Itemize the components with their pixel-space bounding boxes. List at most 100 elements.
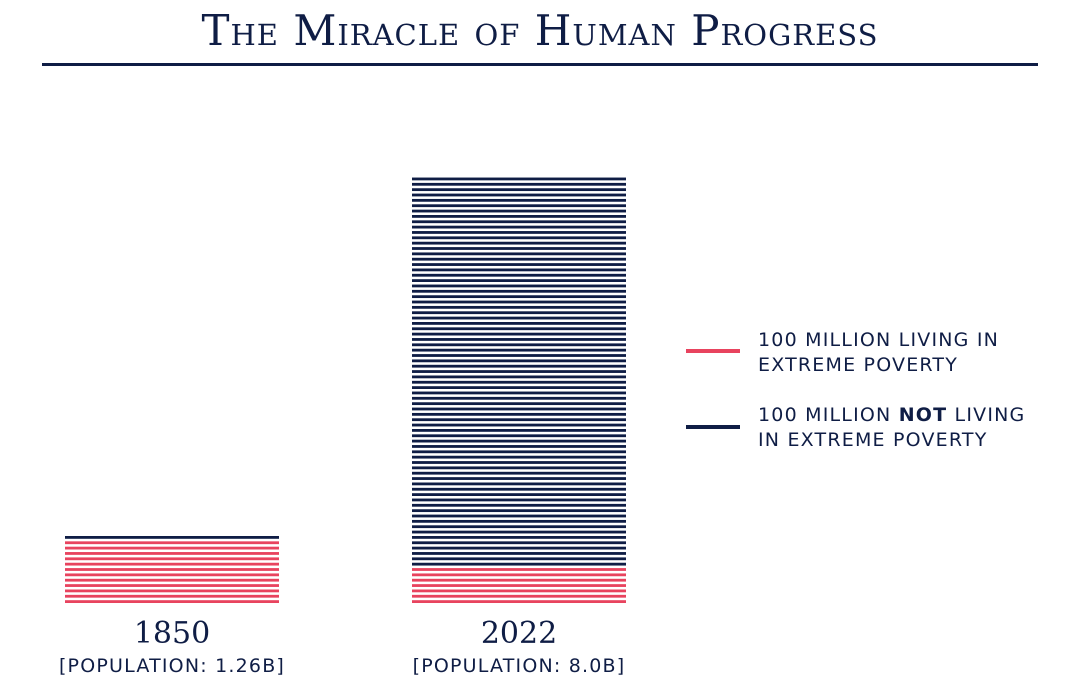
- bar-line-2022-series1-72: [412, 177, 626, 181]
- bar-line-2022-series1-28: [412, 412, 626, 416]
- bar-line-2022-series1-37: [412, 364, 626, 368]
- bar-line-1850-series0-9: [65, 552, 279, 555]
- bar-line-1850-series0-8: [65, 557, 279, 561]
- bar-line-2022-series1-18: [412, 466, 626, 470]
- bar-line-2022-series1-8: [412, 519, 626, 523]
- bar-line-2022-series1-46: [412, 316, 626, 320]
- bar-line-2022-series1-55: [412, 268, 626, 272]
- bar-line-2022-series1-51: [412, 289, 626, 293]
- bar-line-2022-series0-2: [412, 589, 626, 593]
- bar-line-2022-series1-4: [412, 541, 626, 545]
- bar-line-2022-series1-49: [412, 300, 626, 304]
- legend-swatch-poverty: [686, 349, 740, 353]
- bar-line-2022-series1-24: [412, 434, 626, 438]
- bar-line-2022-series1-29: [412, 407, 626, 411]
- bar-line-2022-series0-0: [412, 600, 626, 603]
- bar-line-2022-series1-34: [412, 380, 626, 384]
- bar-line-2022-series1-52: [412, 284, 626, 288]
- bar-line-1850-series0-11: [65, 541, 279, 545]
- bar-line-2022-series1-33: [412, 386, 626, 389]
- bar-line-2022-series1-41: [412, 343, 626, 347]
- legend-label-poverty-line1: 100 MILLION LIVING IN: [758, 329, 1000, 351]
- bar-line-2022-series1-0: [412, 562, 626, 566]
- bar-line-2022-series1-44: [412, 327, 626, 331]
- bar-line-2022-series1-62: [412, 231, 626, 234]
- legend-label-not-poverty-line1: 100 MILLION NOT LIVING: [758, 404, 1026, 426]
- category-population-1850: [POPULATION: 1.26B]: [58, 655, 286, 677]
- category-year-2022: 2022: [480, 616, 558, 651]
- bar-line-1850-series0-1: [65, 594, 279, 598]
- bar-line-2022-series1-45: [412, 322, 626, 325]
- bar-line-2022-series1-58: [412, 252, 626, 256]
- bar-line-2022-series0-4: [412, 578, 626, 582]
- bar-line-2022-series1-36: [412, 370, 626, 373]
- bar-line-1850-series0-2: [65, 589, 279, 593]
- bar-line-2022-series1-11: [412, 503, 626, 507]
- bar-line-2022-series1-60: [412, 241, 626, 245]
- category-1850: 1850 [POPULATION: 1.26B]: [22, 616, 322, 677]
- bar-line-2022-series1-30: [412, 402, 626, 406]
- bar-line-2022-series1-57: [412, 257, 626, 261]
- bar-line-2022-series1-20: [412, 455, 626, 459]
- bar-line-2022-series1-5: [412, 536, 626, 539]
- bar-line-2022-series1-1: [412, 557, 626, 561]
- bar-line-2022-series1-63: [412, 225, 626, 229]
- bar-line-2022-series1-13: [412, 493, 626, 496]
- bar-line-2022-series1-15: [412, 482, 626, 486]
- bar-line-1850-series0-10: [65, 546, 279, 550]
- bar-line-2022-series1-27: [412, 418, 626, 422]
- bar-line-2022-series1-67: [412, 204, 626, 208]
- bar-line-2022-series1-16: [412, 477, 626, 480]
- bar-line-2022-series1-12: [412, 498, 626, 502]
- bar-line-2022-series1-50: [412, 295, 626, 299]
- category-population-2022: [POPULATION: 8.0B]: [412, 655, 626, 677]
- bar-line-2022-series1-31: [412, 396, 626, 400]
- bar-line-2022-series1-61: [412, 236, 626, 240]
- bar-line-1850-series0-7: [65, 562, 279, 566]
- bar-line-1850-series0-0: [65, 600, 279, 603]
- bar-line-1850-series1-0: [65, 536, 279, 539]
- bar-line-2022-series0-1: [412, 594, 626, 598]
- bar-line-2022-series1-21: [412, 450, 626, 454]
- bar-line-2022-series1-64: [412, 220, 626, 224]
- bar-line-2022-series1-71: [412, 182, 626, 186]
- bar-line-2022-series1-17: [412, 471, 626, 475]
- bar-line-2022-series1-9: [412, 514, 626, 518]
- category-2022: 2022 [POPULATION: 8.0B]: [369, 616, 669, 677]
- bar-line-1850-series0-5: [65, 573, 279, 577]
- bar-line-2022-series1-68: [412, 198, 626, 202]
- bar-line-2022-series0-3: [412, 584, 626, 587]
- bar-line-2022-series1-32: [412, 391, 626, 395]
- category-year-1850: 1850: [133, 616, 211, 651]
- bar-line-2022-series1-39: [412, 354, 626, 357]
- legend-label-not-poverty-line2: IN EXTREME POVERTY: [758, 429, 988, 451]
- bar-line-2022-series1-38: [412, 359, 626, 363]
- title-underline: [42, 63, 1038, 66]
- bar-line-2022-series1-66: [412, 209, 626, 213]
- bar-line-2022-series1-48: [412, 305, 626, 309]
- chart-title: The Miracle of Human Progress: [201, 6, 879, 55]
- bar-line-2022-series1-65: [412, 215, 626, 218]
- bar-line-2022-series1-25: [412, 429, 626, 432]
- bar-line-2022-series1-35: [412, 375, 626, 379]
- bar-line-1850-series0-4: [65, 578, 279, 582]
- bar-line-2022-series1-47: [412, 311, 626, 315]
- bar-line-2022-series1-14: [412, 487, 626, 491]
- bar-line-2022-series1-19: [412, 461, 626, 464]
- bar-line-2022-series1-70: [412, 188, 626, 192]
- bar-line-2022-series1-6: [412, 530, 626, 534]
- bar-line-2022-series0-5: [412, 573, 626, 577]
- bar-line-2022-series1-23: [412, 439, 626, 443]
- bar-line-2022-series1-7: [412, 525, 626, 529]
- bar-line-2022-series1-22: [412, 445, 626, 448]
- bar-line-2022-series1-42: [412, 338, 626, 341]
- bar-line-2022-series1-40: [412, 348, 626, 352]
- bar-line-2022-series1-69: [412, 193, 626, 197]
- bar-line-2022-series1-43: [412, 332, 626, 336]
- legend-label-poverty-line2: EXTREME POVERTY: [758, 354, 959, 376]
- bar-line-2022-series1-10: [412, 509, 626, 513]
- bar-line-2022-series1-26: [412, 423, 626, 427]
- bar-line-2022-series0-6: [412, 568, 626, 571]
- bar-line-2022-series1-56: [412, 263, 626, 266]
